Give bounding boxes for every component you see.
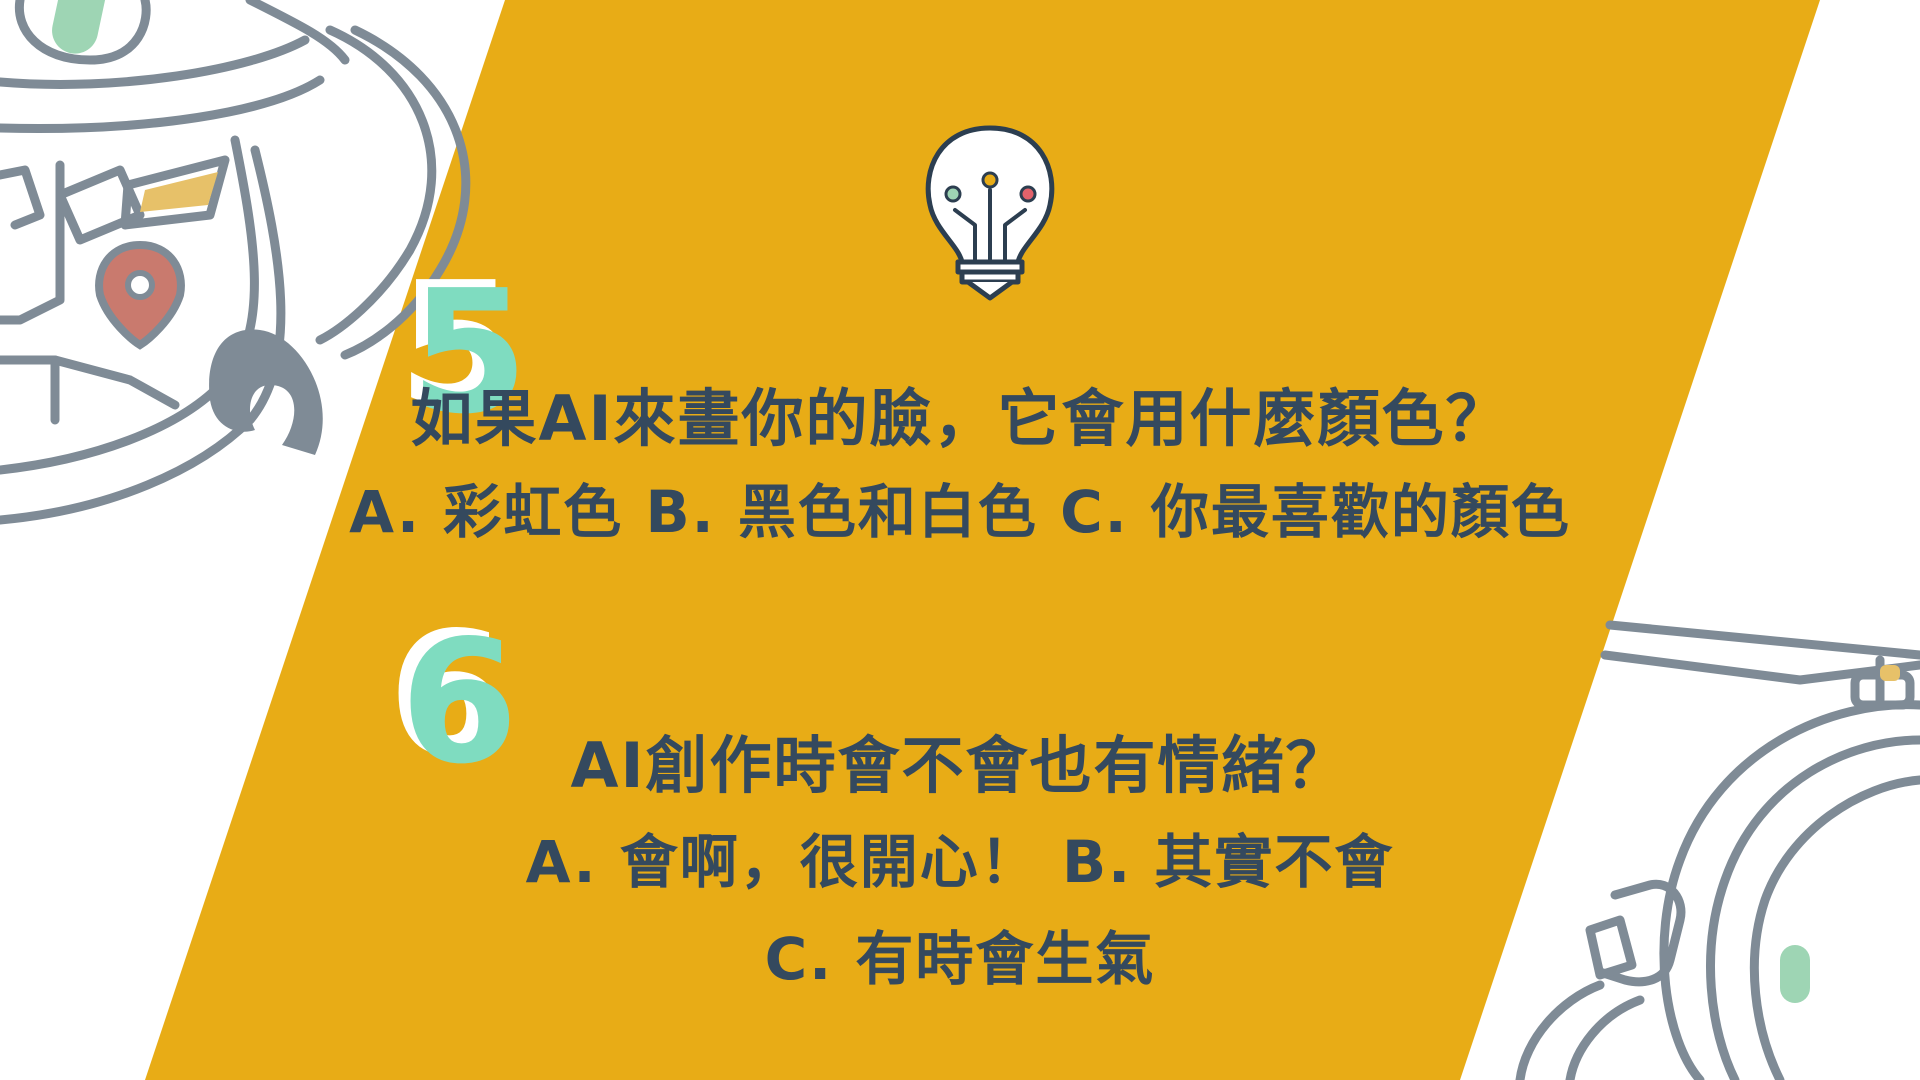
chest-panel-fill [140, 172, 218, 212]
question-5-title: 如果AI來畫你的臉，它會用什麼顏色？ [410, 382, 1510, 455]
number-main: 6 [400, 604, 519, 802]
location-pin-icon [95, 240, 185, 350]
question-6-options-line-1: A. 會啊，很開心！ B. 其實不會 [525, 828, 1395, 896]
question-6-options-line-2: C. 有時會生氣 [764, 925, 1156, 993]
astronaut-doodle-top-left [0, 0, 471, 525]
green-accent-mark-2 [1780, 945, 1810, 1003]
question-number-5: 5 5 [398, 260, 528, 438]
question-number-6: 6 6 [388, 610, 518, 788]
question-6-title: AI創作時會不會也有情緒？ [570, 729, 1350, 802]
number-main: 5 [410, 254, 529, 452]
number-shadow: 5 [398, 246, 517, 444]
green-accent-mark [52, 0, 106, 54]
lightbulb-circuit-icon [925, 125, 1055, 301]
knob-fill [1880, 665, 1900, 681]
astronaut-doodle-bottom-right [1515, 620, 1920, 1080]
number-shadow: 6 [388, 596, 507, 794]
question-5-options: A. 彩虹色 B. 黑色和白色 C. 你最喜歡的顏色 [349, 478, 1571, 546]
yellow-banner [145, 0, 1820, 1080]
connector-shape [209, 329, 323, 455]
